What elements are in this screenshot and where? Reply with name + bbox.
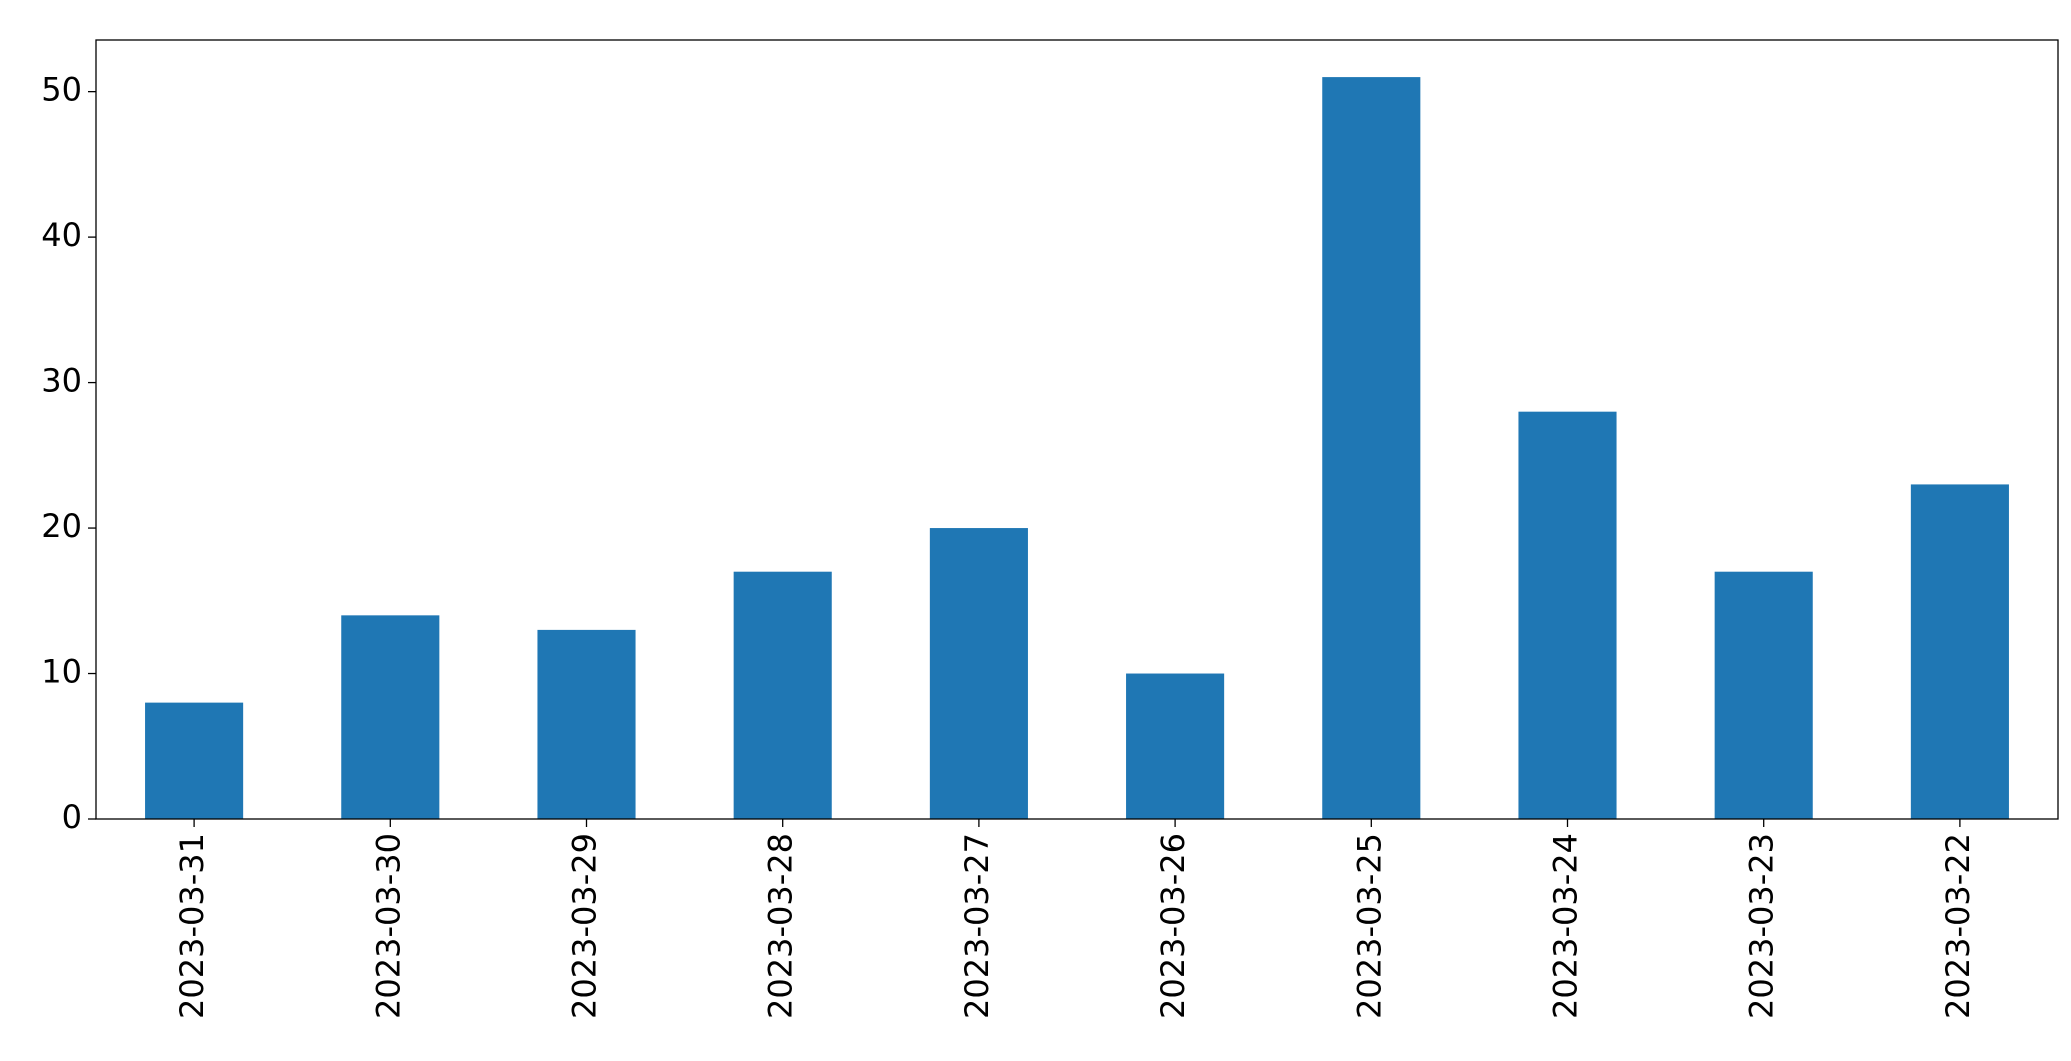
bar bbox=[1910, 484, 2009, 819]
y-tick-label: 20 bbox=[41, 507, 82, 545]
bar bbox=[1126, 673, 1225, 819]
x-tick-label: 2023-03-29 bbox=[566, 833, 604, 1019]
x-tick-label: 2023-03-22 bbox=[1939, 833, 1977, 1019]
plot-frame bbox=[95, 39, 2059, 820]
bar bbox=[1518, 411, 1617, 819]
y-tick-label: 50 bbox=[41, 71, 82, 109]
bar bbox=[341, 615, 440, 819]
bar bbox=[145, 702, 244, 819]
bar bbox=[929, 528, 1028, 819]
x-tick-label: 2023-03-23 bbox=[1743, 833, 1781, 1019]
x-tick-label: 2023-03-24 bbox=[1547, 833, 1585, 1019]
x-tick-label: 2023-03-25 bbox=[1350, 833, 1388, 1019]
bar bbox=[1714, 571, 1813, 819]
x-tick-label: 2023-03-27 bbox=[958, 833, 996, 1019]
x-tick-label: 2023-03-26 bbox=[1154, 833, 1192, 1019]
y-tick-label: 40 bbox=[41, 216, 82, 254]
bar bbox=[1322, 77, 1421, 820]
bar bbox=[537, 629, 636, 819]
x-tick-label: 2023-03-28 bbox=[762, 833, 800, 1019]
bar bbox=[733, 571, 832, 819]
y-tick-label: 0 bbox=[62, 798, 82, 836]
x-tick-label: 2023-03-30 bbox=[369, 833, 407, 1019]
y-tick-label: 30 bbox=[41, 362, 82, 400]
x-tick-label: 2023-03-31 bbox=[173, 833, 211, 1019]
y-tick-label: 10 bbox=[41, 653, 82, 691]
